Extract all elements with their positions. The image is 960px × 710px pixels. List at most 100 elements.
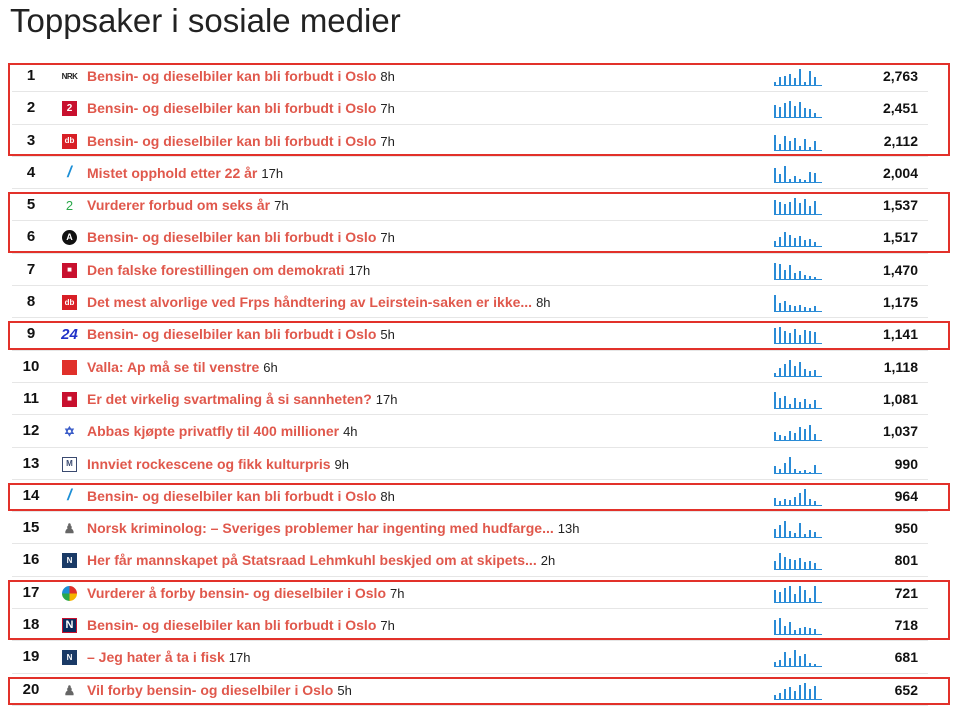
sparkline-bar [789, 359, 791, 376]
sparkline-bar [794, 496, 796, 505]
sparkline-bar [804, 488, 806, 505]
story-link[interactable]: Innviet rockescene og fikk kulturpris [87, 455, 331, 472]
story-rank: 3 [26, 131, 36, 149]
story-age: 5h [380, 327, 395, 343]
story-row: 14 / Bensin- og dieselbiler kan bli forbud… [12, 480, 928, 513]
sparkline-bar [784, 232, 786, 247]
sparkline-bar [814, 563, 816, 570]
story-link[interactable]: Valla: Ap må se til venstre [87, 358, 260, 375]
sparkline-bar [789, 264, 791, 279]
sparkline-bar [799, 558, 801, 570]
story-link[interactable]: Her får mannskapet på Statsraad Lehmkuhl… [87, 552, 537, 569]
sparkline-bar [779, 237, 781, 247]
story-link[interactable]: Den falske forestillingen om demokrati [87, 261, 345, 278]
story-link[interactable]: Mistet opphold etter 22 år [87, 164, 258, 181]
story-rank: 9 [26, 325, 36, 343]
story-link[interactable]: Bensin- og dieselbiler kan bli forbudt i… [87, 132, 377, 149]
sparkline-bar [784, 395, 786, 408]
story-rank: 10 [22, 357, 40, 375]
sparkline-bar [789, 531, 791, 538]
sparkline-bar [804, 368, 806, 376]
story-age: 7h [390, 585, 405, 601]
sparkline-bar [799, 523, 801, 538]
sparkline-bar [784, 301, 786, 312]
story-headline: Vurderer forbud om seks år 7h [87, 189, 289, 222]
sparkline-bar [794, 468, 796, 473]
sparkline-bar [814, 399, 816, 408]
sparkline-bar [804, 398, 806, 408]
sparkline-bar [794, 329, 796, 344]
story-link[interactable]: Er det virkelig svartmaling å si sannhet… [87, 390, 372, 407]
story-headline: Bensin- og dieselbiler kan bli forbudt i… [87, 609, 395, 642]
sparkline-bar [814, 685, 816, 699]
story-headline: Bensin- og dieselbiler kan bli forbudt i… [87, 92, 395, 125]
story-link[interactable]: Vurderer forbud om seks år [87, 197, 271, 214]
sparkline-bar [774, 620, 776, 635]
story-link[interactable]: Bensin- og dieselbiler kan bli forbudt i… [87, 617, 377, 634]
story-link[interactable]: Abbas kjøpte privatfly til 400 millioner [87, 423, 340, 440]
activity-sparkline [774, 67, 822, 86]
activity-sparkline [774, 164, 822, 183]
sparkline-bar [784, 436, 786, 441]
activity-sparkline [774, 132, 822, 151]
story-rank: 18 [22, 616, 40, 634]
circle-source-icon [62, 585, 77, 601]
story-link[interactable]: Vurderer å forby bensin- og dieselbiler … [87, 584, 386, 601]
sparkline-bar [774, 167, 776, 182]
story-headline: Bensin- og dieselbiler kan bli forbudt i… [87, 480, 395, 513]
sparkline-bar [809, 171, 811, 182]
sparkline-bar [794, 433, 796, 441]
sparkline-bar [789, 403, 791, 408]
sparkline-bar [789, 658, 791, 667]
box-source-icon: M [62, 456, 77, 472]
sparkline-bar [779, 303, 781, 312]
sparkline-bar [799, 102, 801, 118]
story-age: 6h [263, 359, 278, 375]
sparkline-bar [804, 469, 806, 473]
share-count: 1,517 [882, 229, 918, 246]
story-age: 7h [380, 133, 395, 149]
sparkline-bar [814, 532, 816, 538]
story-link[interactable]: Norsk kriminolog: – Sveriges problemer h… [87, 520, 554, 537]
sparkline-bar [784, 363, 786, 376]
story-link[interactable]: Bensin- og dieselbiler kan bli forbudt i… [87, 68, 377, 84]
story-headline: Er det virkelig svartmaling å si sannhet… [87, 383, 397, 416]
story-rank: 7 [26, 260, 36, 278]
sparkline-bar [779, 397, 781, 408]
story-age: 8h [380, 69, 395, 84]
activity-sparkline [774, 228, 822, 248]
sparkline-bar [774, 82, 776, 85]
share-count: 2,451 [882, 100, 918, 117]
db-source-icon: db [62, 133, 77, 149]
story-row: 11 ■ Er det virkelig svartmaling å si sann… [12, 383, 928, 416]
story-rank: 12 [22, 422, 40, 440]
sparkline-bar [794, 560, 796, 570]
share-count: 1,537 [882, 197, 918, 214]
story-link[interactable]: – Jeg hater å ta i fisk [87, 649, 225, 666]
sparkline-bar [814, 585, 816, 602]
story-row: 15 ♟ Norsk kriminolog: – Sveriges probleme… [12, 512, 928, 545]
story-row: 18 N Bensin- og dieselbiler kan bli forbud… [12, 609, 928, 642]
sparkline-bar [814, 242, 816, 247]
sparkline-bar [779, 327, 781, 344]
sparkline-bar [804, 307, 806, 312]
activity-sparkline [774, 261, 822, 280]
story-link[interactable]: Bensin- og dieselbiler kan bli forbudt i… [87, 100, 377, 117]
sparkline-bar [789, 101, 791, 118]
story-link[interactable]: Bensin- og dieselbiler kan bli forbudt i… [87, 487, 377, 504]
story-link[interactable]: Vil forby bensin- og dieselbiler i Oslo [87, 681, 334, 698]
story-headline: Her får mannskapet på Statsraad Lehmkuhl… [87, 544, 555, 577]
dark-source-icon: N [62, 553, 77, 569]
sparkline-bar [809, 561, 811, 570]
sparkline-bar [804, 627, 806, 635]
sparkline-bar [814, 664, 816, 667]
story-link[interactable]: Det mest alvorlige ved Frps håndtering a… [87, 294, 533, 311]
sparkline-bar [779, 435, 781, 441]
story-link[interactable]: Bensin- og dieselbiler kan bli forbudt i… [87, 326, 377, 343]
sparkline-bar [809, 498, 811, 505]
story-row: 4 / Mistet opphold etter 22 år 17h 2,004 [12, 157, 928, 190]
story-link[interactable]: Bensin- og dieselbiler kan bli forbudt i… [87, 229, 377, 246]
activity-sparkline [774, 293, 822, 313]
sparkline-bar [804, 82, 806, 85]
sparkline-bar [784, 462, 786, 473]
